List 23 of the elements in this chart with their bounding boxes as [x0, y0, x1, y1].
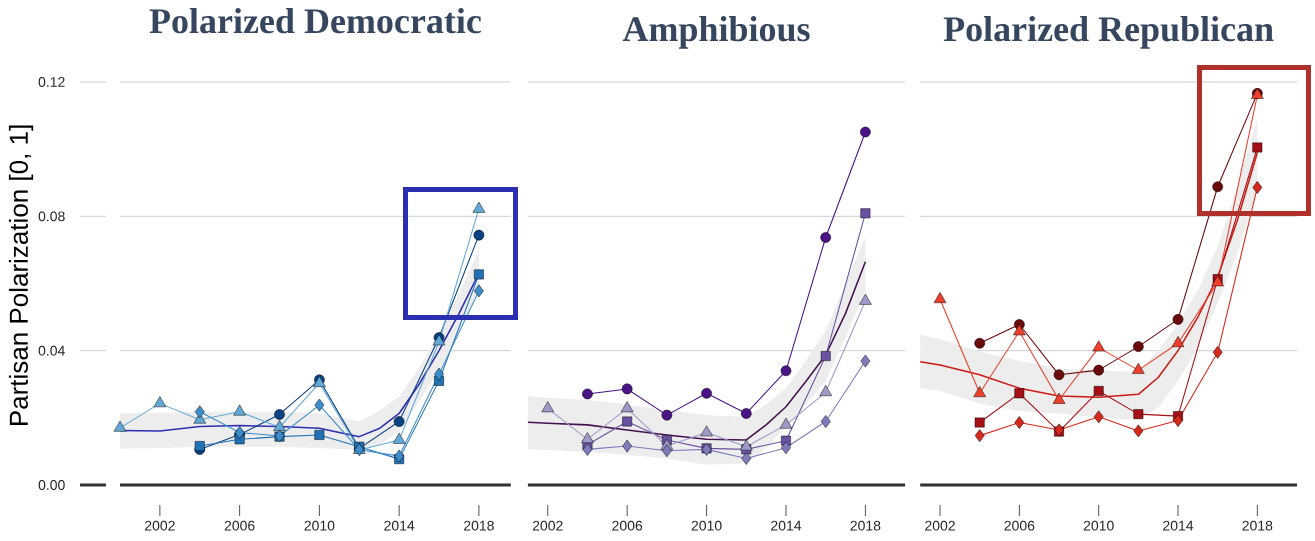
chart-title: Polarized Republican [943, 16, 1274, 49]
x-tick-label: 2010 [691, 520, 722, 531]
y-tick-label: 0.08 [38, 211, 65, 222]
chart-title: Polarized Democratic [149, 8, 481, 34]
y-tick-label: 0.04 [38, 345, 65, 356]
x-tick-label: 2010 [304, 520, 335, 531]
x-tick-label: 2014 [1163, 520, 1194, 531]
x-tick-label: 2006 [612, 520, 643, 531]
chart-title: Amphibious [622, 16, 810, 49]
x-tick-label: 2018 [850, 520, 881, 531]
x-tick-label: 2010 [1083, 520, 1114, 531]
x-tick-label: 2006 [224, 520, 255, 531]
y-tick-label: 0.00 [38, 480, 65, 490]
y-axis-title: Partisan Polarization [0, 1] [8, 125, 34, 426]
y-tick-label: 0.12 [38, 77, 65, 87]
x-tick-label: 2014 [771, 520, 802, 531]
x-tick-label: 2018 [464, 520, 494, 531]
x-tick-label: 2002 [145, 520, 175, 531]
x-tick-label: 2014 [384, 520, 415, 531]
x-tick-label: 2002 [925, 520, 955, 531]
x-tick-label: 2002 [532, 520, 563, 531]
x-tick-label: 2018 [1242, 520, 1273, 531]
x-tick-label: 2006 [1004, 520, 1035, 531]
